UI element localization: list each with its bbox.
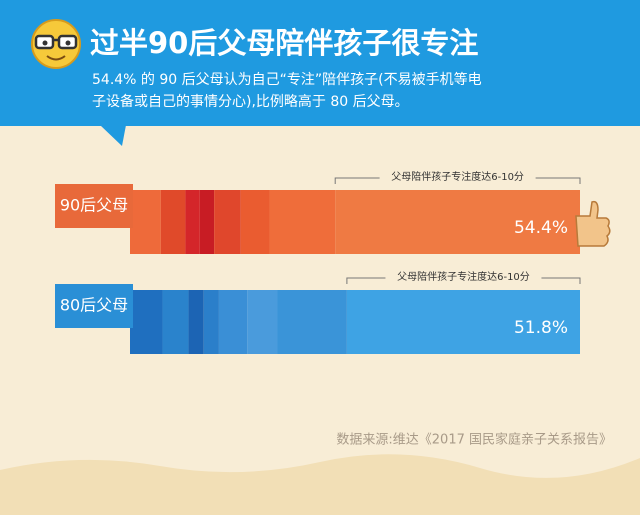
bar-stripe [277,290,347,354]
bar-stripe [162,290,189,354]
bar [335,190,580,254]
title: 过半90后父母陪伴孩子很专注 [90,26,478,60]
bar-stripe [188,290,204,354]
value-label: 54.4% [514,218,568,238]
bar-stripe [240,190,270,254]
bar-stripe [199,190,215,254]
bar-stripe [130,190,161,254]
subtitle: 子设备或自己的事情分心),比例略高于 80 后父母。 [92,93,409,110]
annotation: 父母陪伴孩子专注度达6-10分 [391,170,524,183]
bar-stripe [214,190,241,254]
bar-stripe [218,290,248,354]
thumb-icon [575,200,611,247]
bar-stripe [203,290,219,354]
bar-stripe [160,190,186,254]
bar-stripe [130,290,163,354]
bracket-gap [385,275,542,281]
emoji [31,19,81,69]
bar [346,290,580,354]
bracket-gap [379,175,536,181]
bar-stripe [185,190,200,254]
annotation: 父母陪伴孩子专注度达6-10分 [397,270,530,283]
category-box [55,184,133,228]
bar-stripe [269,190,336,254]
bar-stripe [247,290,278,354]
subtitle: 54.4% 的 90 后父母认为自己“专注”陪伴孩子(不易被手机等电 [92,71,482,88]
category-label: 80后父母 [60,296,128,315]
source: 数据来源:维达《2017 国民家庭亲子关系报告》 [336,432,612,448]
category-box [55,284,133,328]
category-label: 90后父母 [60,196,128,215]
value-label: 51.8% [514,318,568,338]
sand [0,454,640,515]
bubble-tail [100,125,126,146]
header [0,0,640,126]
